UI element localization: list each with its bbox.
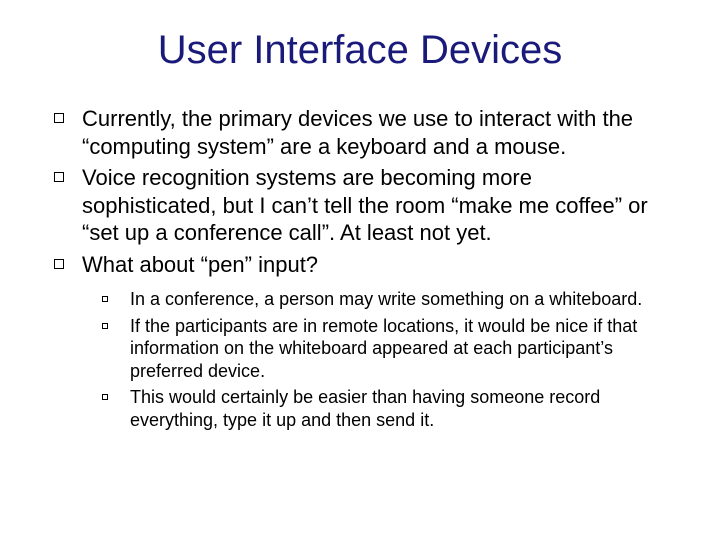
list-item: This would certainly be easier than havi… xyxy=(96,386,672,431)
list-item: What about “pen” input? xyxy=(52,251,672,279)
list-item: If the participants are in remote locati… xyxy=(96,315,672,383)
list-item: In a conference, a person may write some… xyxy=(96,288,672,311)
list-item: Currently, the primary devices we use to… xyxy=(52,105,672,160)
slide-title: User Interface Devices xyxy=(48,28,672,73)
bullet-list-level2: In a conference, a person may write some… xyxy=(48,288,672,431)
bullet-list-level1: Currently, the primary devices we use to… xyxy=(48,105,672,278)
list-item: Voice recognition systems are becoming m… xyxy=(52,164,672,247)
slide: User Interface Devices Currently, the pr… xyxy=(0,0,720,540)
